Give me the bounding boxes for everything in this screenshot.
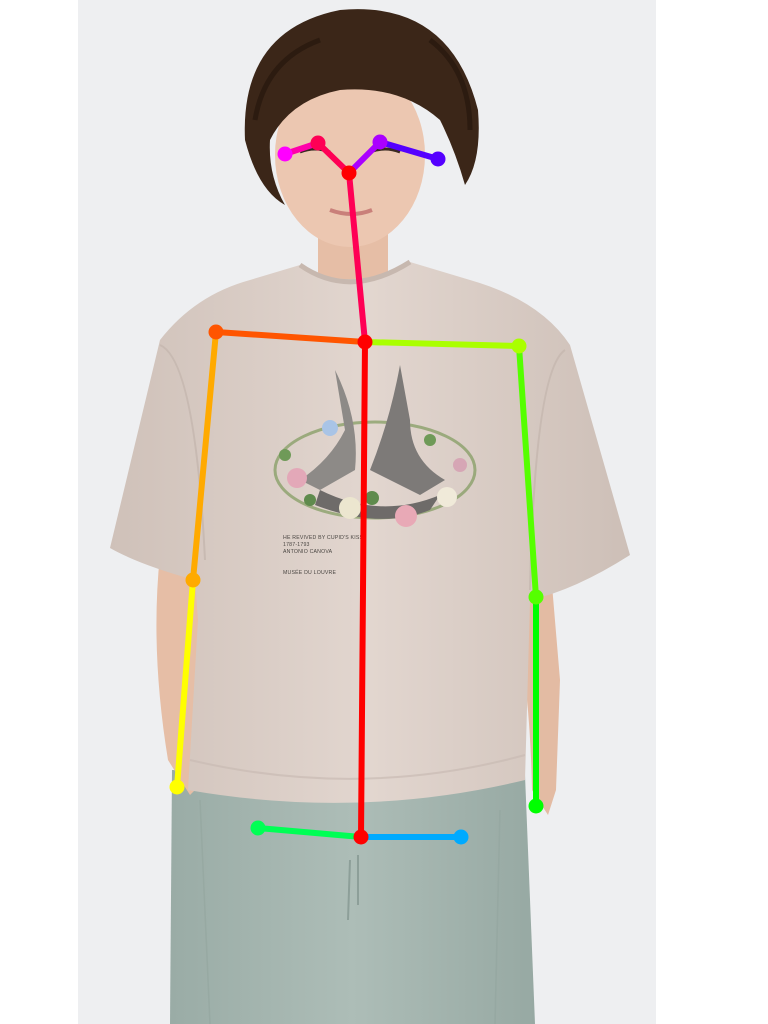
pants [170,770,535,1024]
limb-neck-left-shoulder [362,339,522,349]
t-shirt [110,259,630,803]
keypoint-left-shoulder [511,338,527,354]
keypoint-nose [341,165,357,181]
limb-right-shoulder-right-elbow [190,329,219,583]
limb-neck-mid-hip [358,339,368,840]
keypoint-left-hip [453,829,469,845]
shirt-print-text: HE REVIVED BY CUPID'S KISS 1787-1793 ANT… [283,535,364,576]
keypoint-left-eye [372,134,388,150]
keypoint-left-ear [430,151,446,167]
pose-keypoints [169,134,544,845]
limb-left-shoulder-left-elbow [516,343,539,600]
keypoint-right-shoulder [208,324,224,340]
print-line-3: ANTONIO CANOVA [283,549,333,555]
limb-neck-right-shoulder [213,329,368,345]
limb-nose-neck [346,170,368,345]
keypoint-right-elbow [185,572,201,588]
print-line-4: MUSÉE DU LOUVRE [283,569,336,576]
keypoint-neck [357,334,373,350]
shirt-graphic [273,365,477,527]
limb-right-elbow-right-wrist [174,577,196,790]
keypoint-right-wrist [169,779,185,795]
keypoint-right-ear [277,146,293,162]
print-line-2: 1787-1793 [283,542,310,548]
keypoint-left-wrist [528,798,544,814]
keypoint-right-eye [310,135,326,151]
pose-limbs [174,139,539,840]
keypoint-left-elbow [528,589,544,605]
limb-left-eye-left-ear [377,139,441,162]
head [244,9,479,247]
keypoint-right-hip [250,820,266,836]
print-line-1: HE REVIVED BY CUPID'S KISS [283,535,364,541]
keypoint-mid-hip [353,829,369,845]
limb-mid-hip-right-hip [255,825,364,840]
